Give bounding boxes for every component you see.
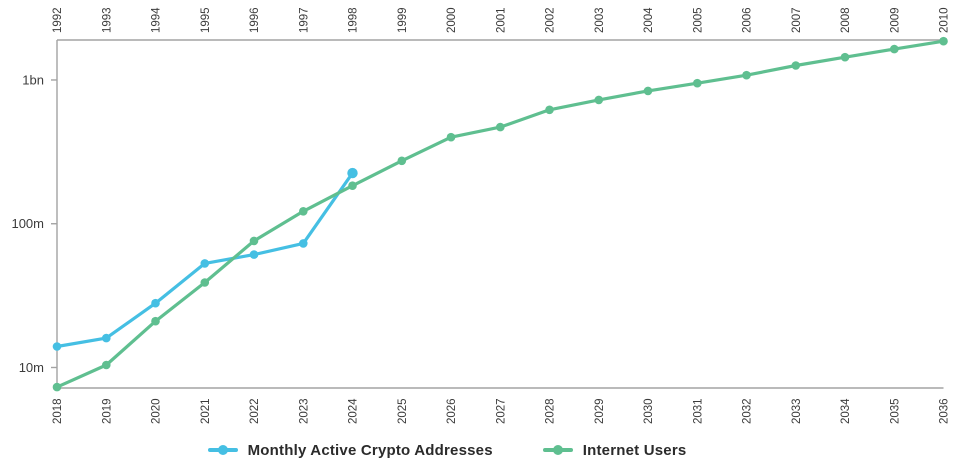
internet-point: [594, 95, 604, 105]
legend-label: Monthly Active Crypto Addresses: [247, 441, 493, 459]
internet-line-marker-icon: [542, 445, 573, 455]
top-axis-year-label: 2001: [495, 7, 507, 33]
internet-point: [791, 61, 801, 70]
crypto-point: [200, 259, 210, 268]
bottom-axis-year-label: 2036: [939, 398, 951, 424]
internet-point: [397, 156, 407, 166]
bottom-axis-year-label: 2026: [446, 398, 458, 424]
bottom-axis-year-label: 2025: [397, 398, 409, 424]
bottom-axis-year-label: 2027: [495, 398, 507, 424]
top-axis-year-label: 2009: [889, 7, 901, 33]
legend-label: Internet Users: [582, 441, 687, 459]
legend-item-internet: Internet Users: [542, 441, 687, 459]
top-axis-year-label: 1995: [200, 7, 212, 33]
bottom-axis-year-label: 2033: [791, 398, 803, 424]
crypto-point: [299, 239, 308, 248]
y-axis-tick-label: 1bn: [22, 72, 44, 87]
internet-point: [249, 236, 259, 246]
bottom-axis-year-label: 2030: [643, 398, 655, 424]
top-axis-year-label: 2010: [939, 7, 951, 33]
bottom-axis-year-label: 2020: [151, 398, 163, 424]
legend-dot: [552, 445, 563, 455]
top-axis-year-label: 2008: [840, 7, 852, 33]
bottom-axis-year-label: 2024: [348, 398, 360, 424]
internet-point: [446, 132, 456, 142]
top-axis-year-label: 1997: [298, 7, 310, 33]
crypto-point: [151, 298, 160, 308]
internet-point: [299, 207, 308, 216]
bottom-axis-year-label: 2035: [889, 398, 901, 424]
top-axis-year-label: 2004: [643, 7, 655, 33]
top-axis-year-label: 2003: [594, 7, 606, 33]
internet-point: [693, 78, 702, 88]
bottom-axis-year-label: 2019: [101, 398, 113, 424]
internet-line: [55, 39, 946, 389]
bottom-axis-year-label: 2023: [298, 398, 310, 424]
crypto-point: [347, 167, 358, 179]
top-axis-year-label: 2002: [545, 7, 557, 33]
internet-point: [102, 360, 111, 370]
internet-point: [742, 70, 751, 80]
internet-point: [496, 122, 505, 132]
bottom-axis-year-label: 2018: [52, 398, 64, 424]
internet-point: [890, 44, 899, 54]
top-axis-year-label: 2007: [791, 7, 803, 33]
bottom-axis-year-label: 2032: [742, 398, 754, 424]
internet-point: [348, 181, 357, 190]
top-axis-year-label: 2006: [742, 7, 754, 33]
bottom-axis-year-label: 2031: [692, 398, 704, 424]
crypto-point: [102, 333, 111, 343]
bottom-axis-year-label: 2029: [594, 398, 606, 424]
y-axis-tick-label: 10m: [19, 360, 44, 375]
internet-point: [545, 105, 554, 115]
bottom-axis-year-label: 2028: [545, 398, 557, 424]
crypto-point: [52, 342, 62, 351]
top-axis-year-label: 1992: [52, 7, 64, 33]
top-axis-year-label: 2000: [446, 7, 458, 33]
y-axis-tick-label: 100m: [11, 216, 44, 231]
bottom-axis-year-label: 2021: [200, 398, 212, 424]
top-axis-year-label: 1999: [397, 7, 409, 33]
internet-point: [840, 52, 850, 62]
top-axis-year-label: 2005: [692, 7, 704, 33]
top-axis-year-label: 1996: [249, 7, 261, 33]
top-axis-year-label: 1998: [348, 7, 360, 33]
chart-legend: Monthly Active Crypto Addresses Internet…: [0, 439, 960, 461]
crypto-point: [249, 250, 259, 259]
internet-point: [939, 36, 948, 46]
top-axis-year-label: 1994: [151, 7, 163, 33]
internet-point: [200, 278, 210, 287]
bottom-axis-year-label: 2034: [840, 398, 852, 424]
legend-item-crypto: Monthly Active Crypto Addresses: [207, 441, 493, 459]
legend-dot: [217, 445, 228, 455]
internet-point: [151, 316, 160, 326]
internet-point: [643, 86, 653, 96]
internet-point: [52, 382, 62, 392]
crypto-line-marker-icon: [207, 445, 238, 455]
bottom-axis-year-label: 2022: [249, 398, 261, 424]
top-axis-year-label: 1993: [101, 7, 113, 33]
